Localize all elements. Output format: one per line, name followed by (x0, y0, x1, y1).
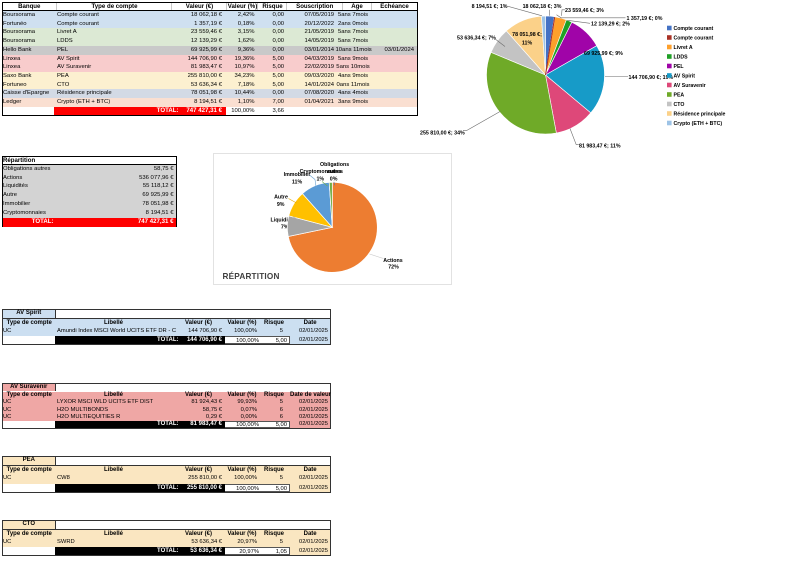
svg-text:7%: 7% (281, 225, 289, 231)
svg-text:1 357,19 €; 0%: 1 357,19 €; 0% (627, 16, 663, 22)
svg-text:0%: 0% (330, 176, 338, 182)
svg-text:Crypto (ETH + BTC): Crypto (ETH + BTC) (674, 121, 723, 127)
svg-text:1%: 1% (316, 176, 324, 182)
svg-text:255 810,00 €; 34%: 255 810,00 €; 34% (420, 131, 465, 137)
svg-text:Actions: Actions (383, 258, 402, 264)
svg-text:11%: 11% (292, 179, 303, 185)
svg-text:12 139,29 €; 2%: 12 139,29 €; 2% (591, 21, 630, 27)
svg-text:78 051,98 €;: 78 051,98 €; (512, 32, 542, 38)
svg-text:11%: 11% (522, 41, 533, 47)
svg-text:Résidence principale: Résidence principale (674, 112, 726, 118)
svg-text:23 559,46 €; 3%: 23 559,46 €; 3% (565, 8, 604, 14)
svg-text:LDDS: LDDS (674, 55, 689, 61)
svg-text:CTO: CTO (674, 102, 685, 108)
svg-text:81 983,47 €; 11%: 81 983,47 €; 11% (579, 144, 621, 150)
svg-text:autres: autres (327, 169, 343, 175)
svg-text:18 062,18 €; 3%: 18 062,18 €; 3% (523, 4, 562, 10)
svg-text:72%: 72% (388, 265, 399, 271)
svg-text:PEA: PEA (674, 93, 685, 99)
svg-text:Compte courant: Compte courant (674, 36, 714, 42)
svg-text:9%: 9% (277, 202, 285, 208)
svg-text:PEL: PEL (674, 64, 685, 70)
svg-text:RÉPARTITION: RÉPARTITION (223, 271, 280, 281)
svg-text:Liquidités: Liquidités (270, 217, 295, 223)
svg-text:53 636,34 €; 7%: 53 636,34 €; 7% (457, 36, 496, 42)
svg-text:AV Spirit: AV Spirit (674, 74, 696, 80)
svg-text:Immobilier: Immobilier (284, 172, 311, 178)
svg-text:144 706,90 €; 19%: 144 706,90 €; 19% (629, 75, 674, 81)
svg-text:AV Suravenir: AV Suravenir (674, 83, 706, 89)
svg-text:Autre: Autre (274, 195, 288, 201)
svg-text:Compte courant: Compte courant (674, 26, 714, 32)
svg-text:Obligations: Obligations (320, 162, 349, 168)
svg-text:69 925,99 €; 9%: 69 925,99 €; 9% (584, 51, 623, 57)
svg-text:Cryptomonnaies: Cryptomonnaies (300, 169, 342, 175)
svg-text:Livret A: Livret A (674, 45, 693, 51)
svg-text:8 194,51 €; 1%: 8 194,51 €; 1% (472, 4, 508, 10)
